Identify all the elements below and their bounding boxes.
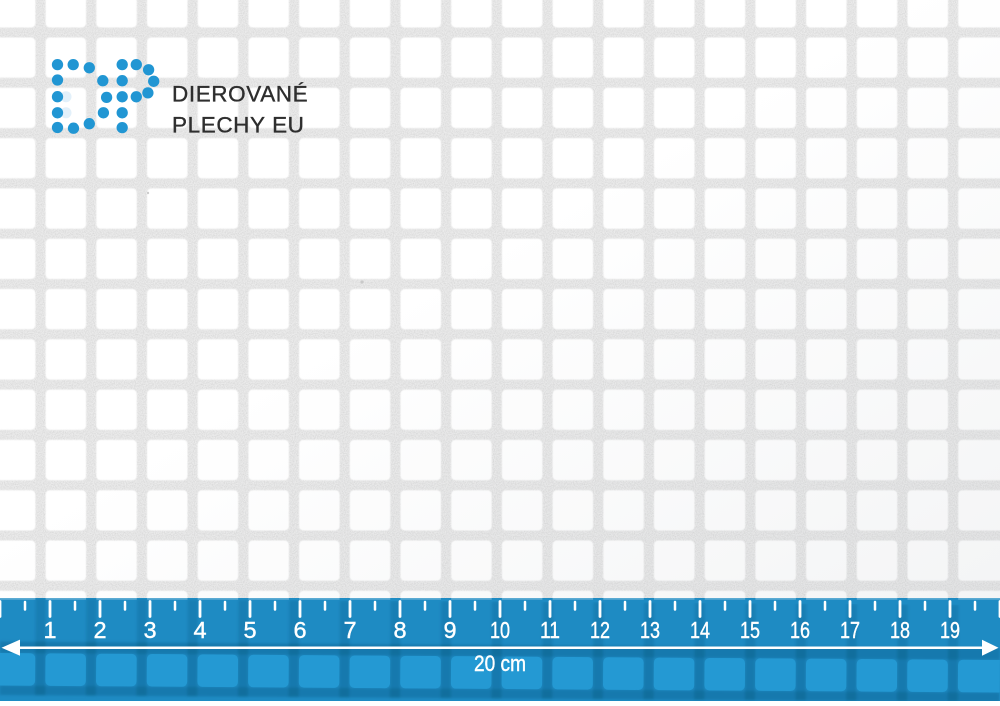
svg-text:16: 16 — [790, 617, 810, 643]
svg-text:6: 6 — [293, 617, 306, 643]
svg-text:1: 1 — [43, 617, 56, 643]
svg-text:5: 5 — [243, 617, 256, 643]
svg-text:18: 18 — [890, 617, 910, 643]
svg-text:9: 9 — [443, 617, 456, 643]
svg-text:PLECHY EU: PLECHY EU — [172, 113, 305, 138]
svg-text:20 cm: 20 cm — [474, 651, 526, 676]
svg-text:12: 12 — [590, 617, 610, 643]
svg-text:19: 19 — [940, 617, 960, 643]
svg-text:14: 14 — [690, 617, 710, 643]
svg-text:11: 11 — [540, 617, 560, 643]
svg-text:3: 3 — [143, 617, 156, 643]
svg-text:13: 13 — [640, 617, 660, 643]
svg-text:17: 17 — [840, 617, 860, 643]
svg-text:DIEROVANÉ: DIEROVANÉ — [172, 82, 308, 107]
svg-text:4: 4 — [193, 617, 206, 643]
svg-text:15: 15 — [740, 617, 760, 643]
svg-text:8: 8 — [393, 617, 406, 643]
svg-text:10: 10 — [490, 617, 510, 643]
svg-text:7: 7 — [343, 617, 356, 643]
svg-text:2: 2 — [93, 617, 106, 643]
